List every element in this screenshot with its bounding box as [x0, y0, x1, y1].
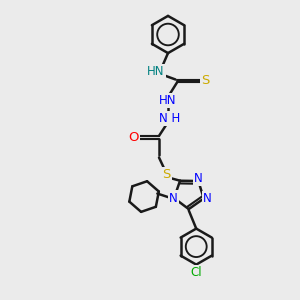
Text: N H: N H: [159, 112, 180, 125]
Text: S: S: [162, 168, 171, 181]
Text: N: N: [203, 192, 212, 205]
Text: O: O: [128, 131, 139, 144]
Text: HN: HN: [147, 65, 165, 78]
Text: S: S: [201, 74, 210, 88]
Text: N: N: [169, 192, 178, 205]
Text: HN: HN: [159, 94, 177, 107]
Text: N: N: [194, 172, 203, 184]
Text: Cl: Cl: [190, 266, 202, 280]
